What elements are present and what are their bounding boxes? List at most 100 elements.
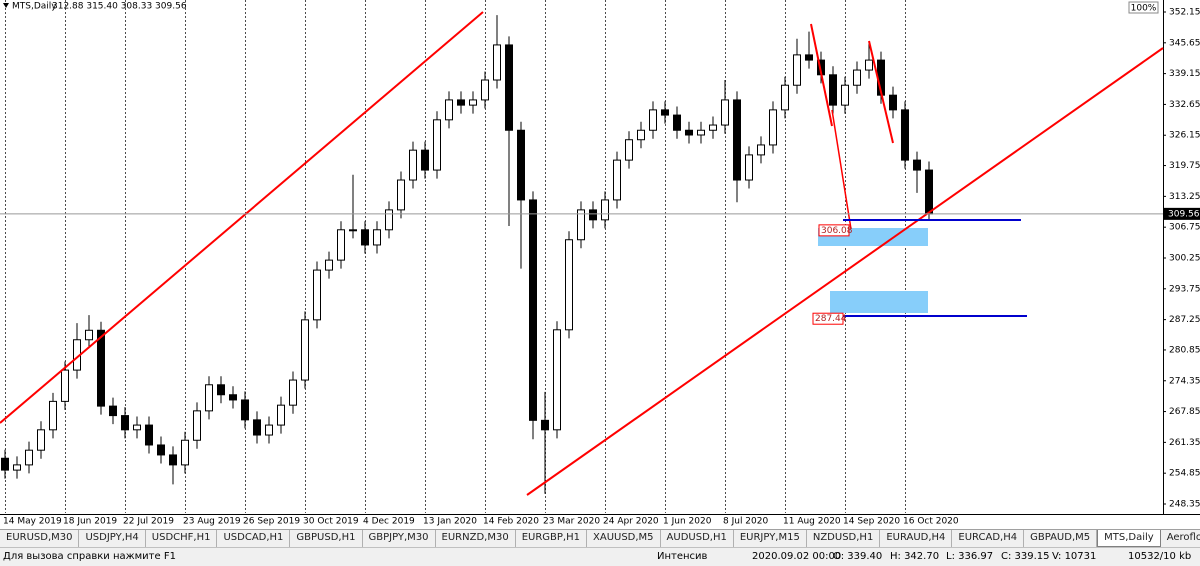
tab[interactable]: Aeroflot,Weekly	[1161, 530, 1200, 547]
candle-body	[445, 99, 453, 121]
trend-line	[526, 47, 1164, 496]
tab[interactable]: EURNZD,M30	[436, 530, 516, 547]
candle-body	[637, 129, 645, 141]
bar-high: H: 342.70	[890, 551, 940, 562]
tab[interactable]: MTS,Daily	[1097, 530, 1161, 547]
current-price-label: 309.56	[1168, 209, 1200, 219]
candle-body	[529, 199, 537, 421]
bar-time: 2020.09.02 00:00	[752, 551, 842, 562]
tab[interactable]: GBPJPY,M30	[363, 530, 436, 547]
price-label-box	[812, 312, 844, 325]
zone	[830, 291, 928, 313]
price-label: 287.44	[815, 314, 847, 324]
candle-body	[709, 124, 717, 131]
zoom: 100%	[1131, 4, 1157, 14]
candle-body	[469, 99, 477, 106]
candle-body	[349, 229, 357, 232]
candle-body	[625, 139, 633, 161]
candle-body	[133, 424, 141, 431]
candle-body	[457, 99, 465, 106]
tab[interactable]: EURGBP,H1	[516, 530, 587, 547]
profile: Интенсив	[657, 551, 708, 562]
tab[interactable]: GBPUSD,H1	[290, 530, 363, 547]
candle-body	[913, 159, 921, 171]
bar-open: O: 339.40	[833, 551, 883, 562]
candle-body	[145, 424, 153, 446]
y-tick-label: 352.15	[1169, 7, 1200, 17]
candle-body	[313, 269, 321, 321]
candle-body	[361, 229, 369, 246]
tab[interactable]: NZDUSD,H1	[807, 530, 881, 547]
tab[interactable]: XAUUSD,M5	[587, 530, 661, 547]
x-tick-label: 24 Apr 2020	[603, 517, 659, 527]
x-tick-label: 16 Oct 2020	[903, 517, 959, 527]
candle-body	[805, 54, 813, 61]
candle-body	[769, 109, 777, 146]
tab-bar: EURUSD,M30 USDJPY,H4 USDCHF,H1 USDCAD,H1 GBP…	[0, 529, 1200, 547]
y-tick-label: 326.15	[1169, 131, 1200, 141]
candle-body	[1, 457, 9, 471]
current-price-box	[1164, 207, 1200, 220]
candle-body	[421, 149, 429, 171]
x-tick-label: 14 Sep 2020	[843, 517, 900, 527]
trend-line	[868, 40, 894, 144]
candle-body	[409, 149, 417, 181]
x-tick-label: 13 Jan 2020	[423, 517, 477, 527]
y-tick-label: 332.65	[1169, 100, 1200, 110]
x-tick-label: 8 Jul 2020	[723, 517, 768, 527]
trend-line	[831, 109, 852, 230]
candle-body	[577, 209, 585, 241]
y-tick-label: 267.85	[1169, 407, 1200, 417]
candle-body	[649, 109, 657, 131]
bar-close: C: 339.15	[1001, 551, 1050, 562]
candle-body	[745, 154, 753, 181]
bar-volume: V: 10731	[1052, 551, 1097, 562]
x-tick-label: 23 Mar 2020	[543, 517, 600, 527]
candle-body	[181, 439, 189, 466]
background	[0, 0, 1200, 529]
candle-body	[589, 209, 597, 221]
candle-body	[241, 399, 249, 421]
candle-body	[853, 69, 861, 86]
candle-body	[901, 109, 909, 161]
y-tick-label: 300.25	[1169, 253, 1200, 263]
candle-body	[85, 329, 93, 341]
candle-body	[757, 144, 765, 156]
candle-body	[157, 444, 165, 456]
x-tick-label: 1 Jun 2020	[663, 517, 712, 527]
candle-body	[13, 464, 21, 471]
x-tick-label: 26 Sep 2019	[243, 517, 300, 527]
candle-body	[169, 454, 177, 466]
candle-body	[61, 369, 69, 402]
bar-low: L: 336.97	[946, 551, 994, 562]
zoom-box	[1128, 1, 1159, 14]
x-tick-label: 18 Jun 2019	[63, 517, 117, 527]
candle-body	[301, 319, 309, 381]
tab[interactable]: USDCAD,H1	[217, 530, 291, 547]
tab[interactable]: EURJPY,M15	[734, 530, 807, 547]
x-tick-label: 14 Feb 2020	[483, 517, 539, 527]
y-tick-label: 280.85	[1169, 345, 1200, 355]
menu-arrow	[3, 3, 9, 8]
candle-body	[205, 384, 213, 412]
tab[interactable]: USDCHF,H1	[146, 530, 218, 547]
candle-body	[829, 74, 837, 106]
candle-body	[289, 379, 297, 406]
candle-body	[277, 404, 285, 426]
candle-body	[433, 119, 441, 171]
candle-body	[721, 99, 729, 126]
candle-body	[385, 209, 393, 231]
candle-body	[25, 449, 33, 466]
tab[interactable]: EURUSD,M30	[0, 530, 80, 547]
candle-body	[397, 179, 405, 211]
tab[interactable]: GBPAUD,M5	[1024, 530, 1098, 547]
drawings: 309.56 306.08 287.44	[0, 11, 1200, 496]
tab[interactable]: EURAUD,H4	[880, 530, 953, 547]
candle-body	[229, 394, 237, 401]
candle-body	[841, 84, 849, 106]
candle-body	[793, 54, 801, 86]
tab[interactable]: USDJPY,H4	[79, 530, 146, 547]
tab[interactable]: EURCAD,H4	[952, 530, 1025, 547]
tab[interactable]: AUDUSD,H1	[661, 530, 734, 547]
candle-body	[37, 429, 45, 451]
